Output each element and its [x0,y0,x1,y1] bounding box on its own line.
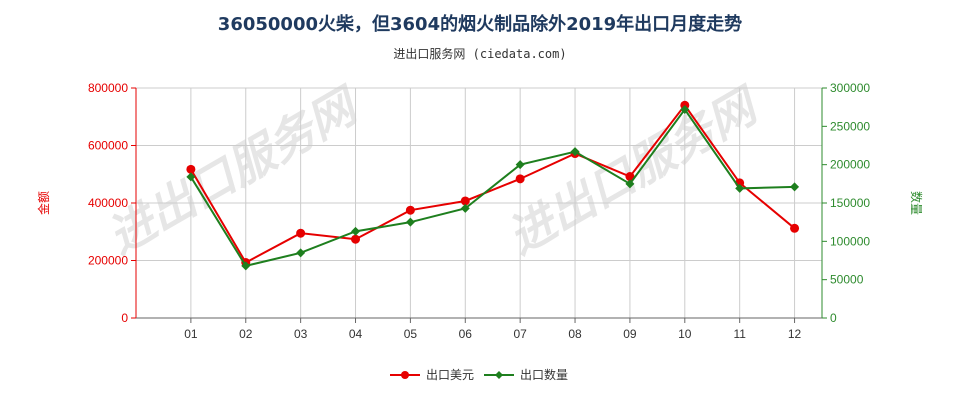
legend-item-export-usd[interactable]: 出口美元 [390,368,474,382]
data-point[interactable] [680,104,690,114]
data-point[interactable] [625,179,635,189]
legend-label-export-usd: 出口美元 [426,368,474,382]
x-tick-label: 01 [184,327,198,341]
data-point[interactable] [186,172,196,182]
series-layer [186,100,800,271]
chart-subtitle: 进出口服务网 (ciedata.com) [393,46,566,61]
data-point[interactable] [405,217,415,227]
data-point[interactable] [296,248,306,258]
watermark-layer: 进出口服务网 进出口服务网 [99,77,770,265]
data-point[interactable] [351,226,361,236]
data-point[interactable] [460,203,470,213]
right-tick-label: 50000 [830,273,864,287]
legend: 出口美元 出口数量 [390,367,568,382]
left-tick-label: 200000 [88,254,128,268]
data-point[interactable] [405,205,415,215]
right-axis-ticks: 0 50000 100000 150000 200000 250000 300000 [822,81,870,325]
right-tick-label: 100000 [830,234,870,248]
x-tick-label: 08 [568,327,582,341]
x-tick-label: 02 [239,327,253,341]
data-point[interactable] [570,147,580,157]
x-tick-label: 12 [788,327,802,341]
series-line [190,103,796,264]
legend-item-export-quantity[interactable]: 出口数量 [484,367,568,382]
legend-marker-export-usd [401,371,409,379]
data-point[interactable] [735,183,745,193]
left-tick-label: 0 [121,311,128,325]
data-point[interactable] [625,172,635,182]
data-point[interactable] [515,160,525,170]
left-tick-label: 400000 [88,196,128,210]
chart-title: 36050000火柴，但3604的烟火制品除外2019年出口月度走势 [218,13,742,35]
x-tick-label: 04 [349,327,363,341]
right-tick-label: 200000 [830,158,870,172]
data-point[interactable] [460,196,470,206]
x-tick-label: 07 [513,327,527,341]
left-tick-label: 600000 [88,139,128,153]
legend-marker-export-quantity [495,371,503,379]
x-tick-label: 11 [733,327,746,341]
left-axis-ticks: 0 200000 400000 600000 800000 [88,81,136,325]
right-tick-label: 0 [830,311,837,325]
x-tick-label: 05 [404,327,418,341]
left-axis-label: 金额 [36,191,51,215]
data-point[interactable] [790,223,800,233]
x-tick-label: 10 [678,327,692,341]
x-tick-label: 06 [459,327,473,341]
right-tick-label: 300000 [830,81,870,95]
data-point[interactable] [351,234,361,244]
data-point[interactable] [296,228,306,238]
data-point[interactable] [241,261,251,271]
left-tick-label: 800000 [88,81,128,95]
data-point[interactable] [790,182,800,192]
right-tick-label: 150000 [830,196,870,210]
data-point[interactable] [515,174,525,184]
right-axis-label: 数量 [909,191,924,215]
x-axis-ticks: 01 02 03 04 05 06 07 08 09 10 11 12 [184,318,802,341]
data-point[interactable] [186,164,196,174]
right-tick-label: 250000 [830,119,870,133]
series-1 [186,104,800,271]
series-line [190,107,795,268]
x-tick-label: 09 [623,327,637,341]
legend-label-export-quantity: 出口数量 [520,367,568,382]
grid [135,87,823,319]
x-tick-label: 03 [294,327,308,341]
